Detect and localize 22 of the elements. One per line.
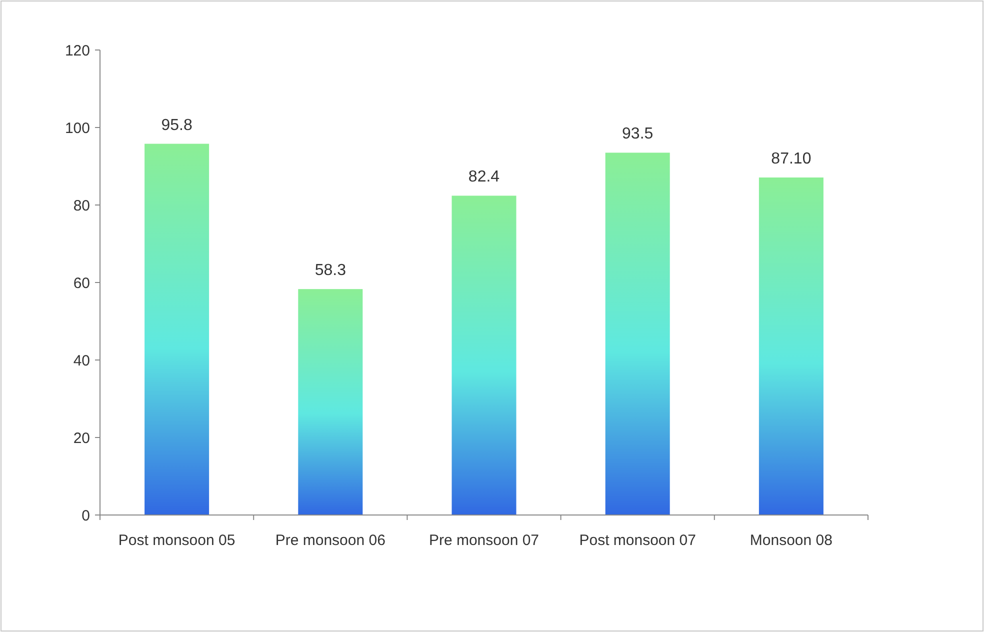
bar (298, 289, 363, 515)
data-label: 58.3 (314, 262, 346, 280)
y-tick-label: 20 (73, 430, 90, 447)
y-tick-label: 80 (73, 197, 90, 214)
bar (758, 177, 824, 515)
x-tick-label: Pre monsoon 06 (275, 532, 386, 549)
x-tick-label: Monsoon 08 (750, 532, 832, 549)
data-label: 87.10 (771, 150, 812, 168)
data-label: 93.5 (622, 126, 654, 143)
y-tick-label: 60 (73, 274, 90, 292)
y-tick-label: 0 (82, 507, 90, 524)
x-tick-label: Pre monsoon 07 (428, 532, 540, 549)
bar (452, 196, 516, 515)
y-tick-label: 40 (73, 352, 90, 370)
data-label: 95.8 (161, 116, 192, 134)
x-tick-label: Post monsoon 05 (118, 532, 236, 549)
x-tick-label: Post monsoon 07 (579, 532, 696, 549)
bar (144, 144, 210, 515)
bar (605, 152, 670, 515)
data-label: 82.4 (468, 168, 500, 186)
y-tick-label: 100 (64, 120, 90, 137)
y-tick-label: 120 (64, 42, 90, 60)
